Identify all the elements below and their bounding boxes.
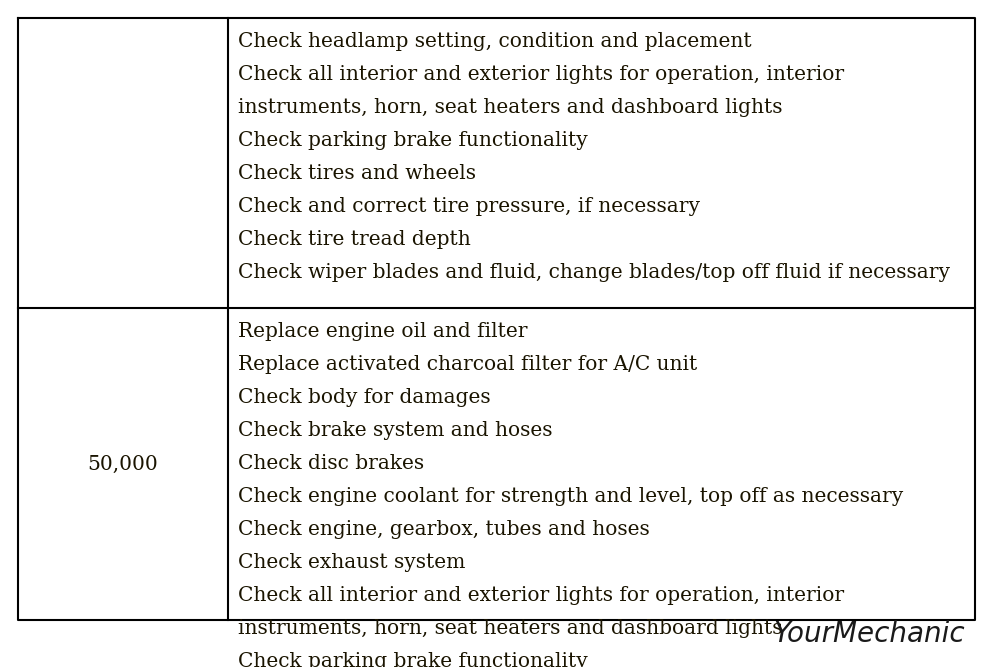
Text: Check parking brake functionality: Check parking brake functionality xyxy=(238,652,588,667)
Text: 50,000: 50,000 xyxy=(88,454,158,474)
Text: instruments, horn, seat heaters and dashboard lights: instruments, horn, seat heaters and dash… xyxy=(238,619,782,638)
Text: Check headlamp setting, condition and placement: Check headlamp setting, condition and pl… xyxy=(238,32,752,51)
Text: Check and correct tire pressure, if necessary: Check and correct tire pressure, if nece… xyxy=(238,197,700,216)
Text: Check wiper blades and fluid, change blades/top off fluid if necessary: Check wiper blades and fluid, change bla… xyxy=(238,263,950,282)
Text: Check parking brake functionality: Check parking brake functionality xyxy=(238,131,588,150)
Text: Check all interior and exterior lights for operation, interior: Check all interior and exterior lights f… xyxy=(238,65,844,84)
Text: Check all interior and exterior lights for operation, interior: Check all interior and exterior lights f… xyxy=(238,586,844,605)
Text: Check engine, gearbox, tubes and hoses: Check engine, gearbox, tubes and hoses xyxy=(238,520,650,539)
Text: Check tires and wheels: Check tires and wheels xyxy=(238,164,476,183)
Text: Check tire tread depth: Check tire tread depth xyxy=(238,230,471,249)
Text: Check body for damages: Check body for damages xyxy=(238,388,491,407)
Text: Check disc brakes: Check disc brakes xyxy=(238,454,424,473)
Text: instruments, horn, seat heaters and dashboard lights: instruments, horn, seat heaters and dash… xyxy=(238,98,782,117)
Text: YourMechanic: YourMechanic xyxy=(773,620,965,648)
Text: Replace engine oil and filter: Replace engine oil and filter xyxy=(238,322,528,341)
Text: Check brake system and hoses: Check brake system and hoses xyxy=(238,421,552,440)
Text: Check engine coolant for strength and level, top off as necessary: Check engine coolant for strength and le… xyxy=(238,487,903,506)
Text: Replace activated charcoal filter for A/C unit: Replace activated charcoal filter for A/… xyxy=(238,355,697,374)
Text: Check exhaust system: Check exhaust system xyxy=(238,553,465,572)
